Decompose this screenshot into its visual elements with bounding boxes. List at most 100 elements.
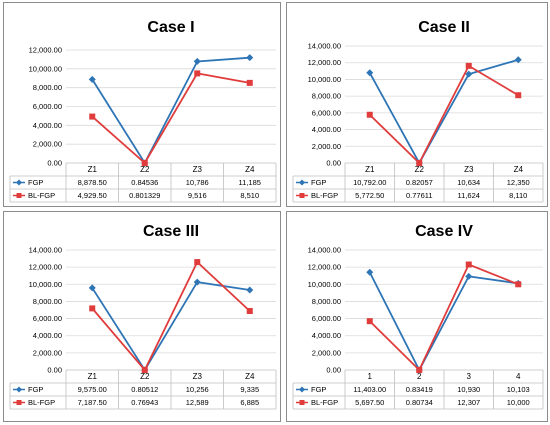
y-tick-label: 14,000.00 bbox=[308, 246, 341, 255]
data-point-marker bbox=[89, 305, 96, 312]
data-point-marker bbox=[246, 54, 254, 62]
legend-series-name: FGP bbox=[28, 178, 43, 187]
data-point-marker bbox=[515, 92, 522, 99]
x-category-label: Z2 bbox=[140, 372, 150, 381]
series-line-fgp bbox=[368, 58, 519, 165]
legend-series-name: FGP bbox=[311, 385, 326, 394]
data-table-cell: 9,335 bbox=[240, 385, 259, 394]
y-tick-label: 6,000.00 bbox=[33, 314, 62, 323]
chart-svg: Case II 0.00 2,000.00 4,000.00 6,000.00 8,000… bbox=[292, 19, 544, 203]
chart-svg: Case I 0.00 2,000.00 4,000.00 6,000.00 8,000.… bbox=[9, 19, 277, 203]
chart-svg: Case III 0.00 2,000.00 4,000.00 6,000.00 8,00… bbox=[9, 223, 277, 410]
data-table-cell: 10,256 bbox=[186, 385, 209, 394]
chart-panel-case-3: Case III 0.00 2,000.00 4,000.00 6,000.00 8,00… bbox=[3, 211, 281, 422]
series-line-bl-fgp bbox=[369, 64, 519, 165]
y-tick-label: 8,000.00 bbox=[33, 83, 62, 92]
legend-key-marker bbox=[299, 400, 305, 405]
x-category-label: 4 bbox=[516, 372, 521, 381]
data-point-marker bbox=[465, 272, 473, 280]
chart-title: Case I bbox=[147, 19, 194, 36]
y-tick-label: 2,000.00 bbox=[312, 142, 341, 151]
legend-key-marker bbox=[16, 179, 22, 186]
y-tick-label: 12,000.00 bbox=[29, 46, 62, 55]
data-point-marker bbox=[366, 111, 373, 118]
data-point-marker bbox=[141, 159, 148, 166]
data-table-cell: 9,516 bbox=[188, 191, 207, 200]
data-table-cell: 11,624 bbox=[458, 191, 480, 200]
y-tick-label: 10,000.00 bbox=[29, 64, 62, 73]
data-table-cell: 12,307 bbox=[457, 398, 480, 407]
y-tick-label: 12,000.00 bbox=[29, 263, 62, 272]
series-line-bl-fgp bbox=[91, 72, 250, 165]
y-tick-label: 2,000.00 bbox=[33, 140, 62, 149]
chart-svg: Case IV 0.00 2,000.00 4,000.00 6,000.00 8,000… bbox=[292, 223, 544, 410]
data-point-marker bbox=[88, 284, 96, 292]
x-category-label: Z4 bbox=[245, 372, 255, 381]
data-point-marker bbox=[88, 75, 96, 83]
legend-series-name: FGP bbox=[311, 178, 326, 187]
data-point-marker bbox=[514, 56, 522, 64]
x-category-label: Z3 bbox=[193, 372, 203, 381]
y-tick-label: 10,000.00 bbox=[29, 280, 62, 289]
data-table-cell: 8,878.50 bbox=[78, 178, 107, 187]
y-tick-label: 8,000.00 bbox=[33, 297, 62, 306]
legend-key-marker bbox=[16, 386, 22, 393]
x-category-label: Z2 bbox=[140, 165, 150, 174]
legend-series-name: BL-FGP bbox=[28, 398, 55, 407]
data-table-cell: 10,634 bbox=[457, 178, 480, 187]
data-table-cell: 10,792.00 bbox=[353, 178, 386, 187]
data-point-marker bbox=[246, 307, 253, 314]
data-point-marker bbox=[193, 57, 201, 65]
data-table-cell: 10,103 bbox=[507, 385, 530, 394]
y-tick-label: 2,000.00 bbox=[312, 348, 341, 357]
data-point-marker bbox=[89, 113, 96, 120]
series-line-fgp bbox=[91, 281, 250, 372]
data-point-marker bbox=[515, 281, 522, 288]
data-table-cell: 10,930 bbox=[457, 385, 480, 394]
data-table-cell: 12,589 bbox=[186, 398, 209, 407]
x-category-label: Z3 bbox=[464, 165, 474, 174]
data-point-marker bbox=[193, 278, 201, 286]
x-category-label: 2 bbox=[417, 372, 422, 381]
chart-title: Case IV bbox=[415, 223, 473, 240]
data-table-cell: 0.801329 bbox=[129, 191, 160, 200]
data-table-cell: 5,697.50 bbox=[355, 398, 384, 407]
y-tick-label: 2,000.00 bbox=[33, 348, 62, 357]
data-table-cell: 10,000 bbox=[507, 398, 530, 407]
data-table-cell: 11,185 bbox=[239, 178, 261, 187]
chart-title: Case III bbox=[143, 223, 199, 240]
data-table-cell: 9,575.00 bbox=[78, 385, 107, 394]
x-category-label: Z1 bbox=[88, 165, 98, 174]
chart-title: Case II bbox=[418, 19, 470, 36]
y-tick-label: 4,000.00 bbox=[312, 331, 341, 340]
y-tick-label: 14,000.00 bbox=[308, 42, 341, 51]
data-point-marker bbox=[416, 159, 423, 166]
data-point-marker bbox=[465, 62, 472, 69]
y-tick-label: 6,000.00 bbox=[312, 314, 341, 323]
x-category-label: 3 bbox=[467, 372, 472, 381]
y-tick-label: 14,000.00 bbox=[29, 246, 62, 255]
series-line-fgp bbox=[91, 56, 250, 165]
data-table-cell: 0.76943 bbox=[131, 398, 158, 407]
data-point-marker bbox=[194, 70, 201, 77]
legend-series-name: BL-FGP bbox=[311, 191, 338, 200]
data-point-marker bbox=[366, 318, 373, 325]
series-line-bl-fgp bbox=[91, 260, 251, 372]
data-point-marker bbox=[366, 268, 374, 276]
series-line-fgp bbox=[368, 271, 519, 372]
y-tick-label: 4,000.00 bbox=[312, 125, 341, 134]
x-category-label: Z1 bbox=[88, 372, 98, 381]
y-tick-label: 0.00 bbox=[47, 366, 62, 375]
data-point-marker bbox=[246, 286, 254, 294]
legend-series-name: FGP bbox=[28, 385, 43, 394]
chart-panel-case-4: Case IV 0.00 2,000.00 4,000.00 6,000.00 8,000… bbox=[286, 211, 548, 422]
y-tick-label: 10,000.00 bbox=[308, 280, 341, 289]
data-point-marker bbox=[465, 261, 472, 268]
y-tick-label: 10,000.00 bbox=[308, 75, 341, 84]
x-category-label: Z4 bbox=[514, 165, 524, 174]
y-tick-label: 6,000.00 bbox=[33, 102, 62, 111]
series-line-bl-fgp bbox=[369, 263, 519, 372]
data-table-cell: 0.84536 bbox=[131, 178, 158, 187]
chart-panel-case-2: Case II 0.00 2,000.00 4,000.00 6,000.00 8,000… bbox=[286, 2, 548, 207]
data-point-marker bbox=[465, 70, 473, 78]
